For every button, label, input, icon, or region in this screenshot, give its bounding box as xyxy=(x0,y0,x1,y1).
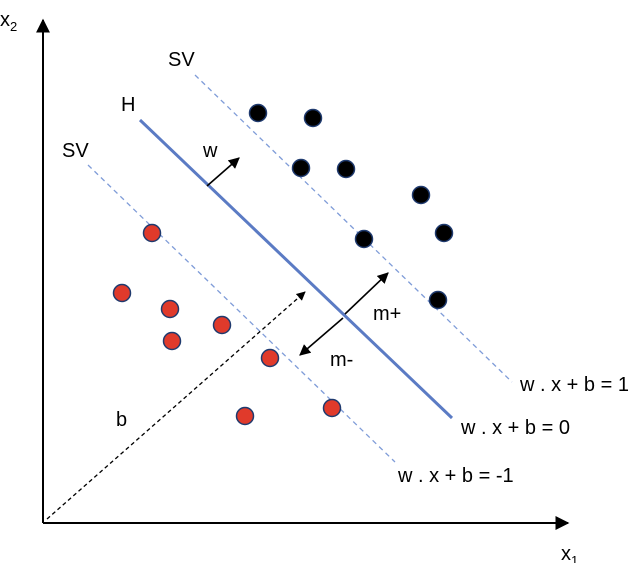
negative-point xyxy=(162,331,182,351)
sv-lower-label: SV xyxy=(62,140,89,162)
positive-point xyxy=(411,185,431,205)
w-label: w xyxy=(202,140,218,162)
equation-upper: w . x + b = 1 xyxy=(519,374,629,396)
x-axis-label: x1 xyxy=(561,543,578,563)
positive-point xyxy=(291,158,311,178)
equation-middle: w . x + b = 0 xyxy=(460,417,570,439)
equation-lower: w . x + b = -1 xyxy=(397,465,514,487)
y-axis-label: x2 xyxy=(0,9,17,34)
b-label: b xyxy=(116,409,127,431)
lower-margin-line xyxy=(87,164,396,463)
positive-point xyxy=(336,159,356,179)
negative-point xyxy=(142,223,162,243)
negative-point xyxy=(322,398,342,418)
positive-point xyxy=(248,103,268,123)
positive-point xyxy=(354,229,374,249)
positive-point xyxy=(428,290,448,310)
hyperplane-line xyxy=(138,118,454,420)
hyperplane-label: H xyxy=(121,94,135,116)
negative-class-points xyxy=(112,223,342,426)
positive-point xyxy=(434,223,454,243)
sv-upper-label: SV xyxy=(168,49,195,71)
positive-class-points xyxy=(248,103,454,310)
negative-point xyxy=(260,348,280,368)
positive-point xyxy=(303,108,323,128)
m-plus-label: m+ xyxy=(373,303,401,325)
negative-point xyxy=(160,299,180,319)
upper-margin-line xyxy=(194,74,513,383)
m-minus-arrow xyxy=(299,317,344,356)
b-offset-arrow xyxy=(46,291,306,520)
m-plus-arrow xyxy=(344,272,389,315)
negative-point xyxy=(112,283,132,303)
m-minus-label: m- xyxy=(330,349,353,371)
negative-point xyxy=(235,406,255,426)
negative-point xyxy=(212,315,232,335)
w-vector-arrow xyxy=(206,157,240,187)
